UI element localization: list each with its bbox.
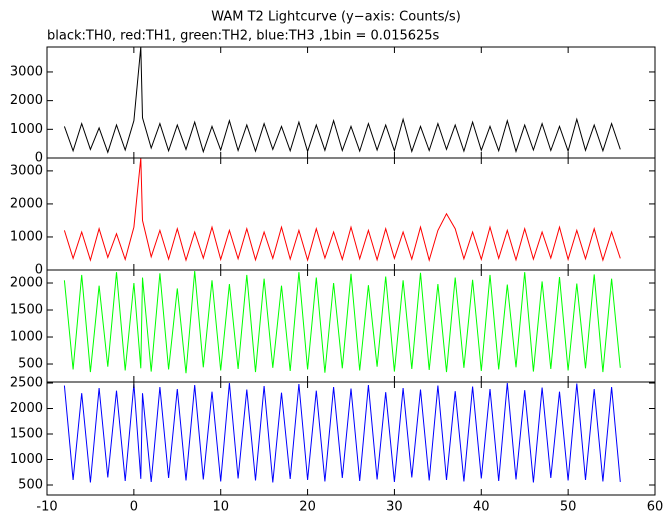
y-tick-label: 500 (18, 357, 43, 372)
y-tick-label: 1000 (10, 330, 43, 345)
x-tick-label: 30 (386, 500, 403, 515)
x-tick-label: 10 (212, 500, 229, 515)
y-tick-label: 3000 (10, 163, 43, 178)
x-tick-label: 40 (473, 500, 490, 515)
y-tick-label: 1500 (10, 303, 43, 318)
chart-subtitle: black:TH0, red:TH1, green:TH2, blue:TH3 … (47, 29, 440, 44)
plot-frame (46, 157, 656, 271)
x-tick-label: 20 (299, 500, 316, 515)
y-tick-label: 1000 (10, 452, 43, 467)
y-tick-label: 2000 (10, 276, 43, 291)
y-tick-label: 3000 (10, 64, 43, 79)
plot-frame (46, 381, 656, 496)
chart-title: WAM T2 Lightcurve (y−axis: Counts/s) (211, 10, 461, 25)
y-tick-label: 1500 (10, 427, 43, 442)
y-tick-label: 0 (35, 263, 43, 278)
x-tick-label: 0 (130, 500, 138, 515)
y-tick-label: 2000 (10, 401, 43, 416)
y-tick-label: 1000 (10, 229, 43, 244)
lightcurve (63, 271, 621, 374)
y-tick-label: 0 (35, 151, 43, 166)
y-tick-label: 1000 (10, 122, 43, 137)
x-tick-label: 60 (647, 500, 664, 515)
y-tick-label: 2000 (10, 93, 43, 108)
lightcurve (63, 158, 621, 262)
lightcurve (63, 47, 621, 154)
y-tick-label: 2000 (10, 196, 43, 211)
lightcurve (63, 382, 621, 483)
y-tick-label: 500 (18, 478, 43, 493)
x-tick-label: 50 (560, 500, 577, 515)
plot-frame (46, 46, 656, 159)
x-tick-label: -10 (36, 500, 57, 515)
y-tick-label: 2500 (10, 376, 43, 391)
